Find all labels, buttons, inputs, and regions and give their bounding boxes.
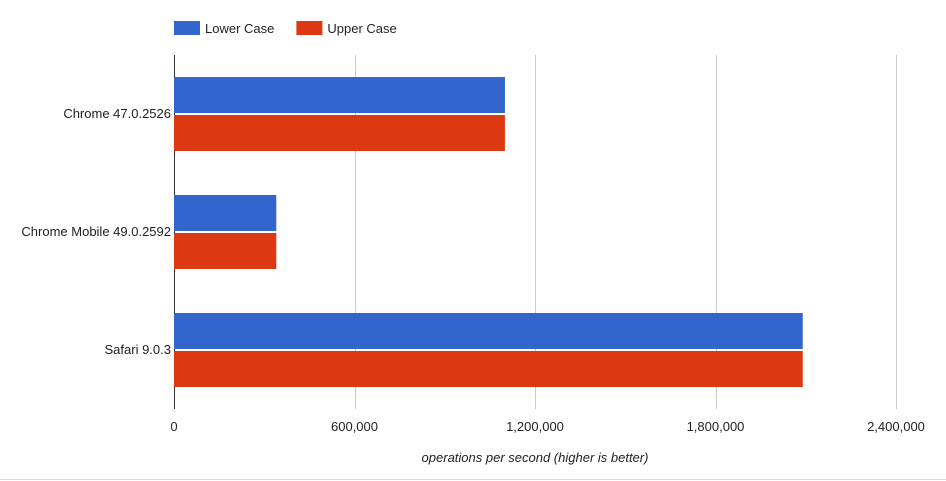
category-label-2: Safari 9.0.3 — [105, 342, 172, 357]
bottom-divider — [0, 479, 946, 480]
x-tick-label-0: 0 — [170, 419, 177, 434]
bar-1-0 — [174, 115, 505, 151]
category-label-1: Chrome Mobile 49.0.2592 — [21, 224, 171, 239]
bar-1-2 — [174, 351, 803, 387]
x-axis-title: operations per second (higher is better) — [422, 450, 649, 465]
bar-0-0 — [174, 77, 505, 113]
bar-0-1 — [174, 195, 277, 231]
x-tick-label-2: 1,200,000 — [506, 419, 564, 434]
x-tick-label-3: 1,800,000 — [687, 419, 745, 434]
bar-0-2 — [174, 313, 803, 349]
legend-label-1: Upper Case — [327, 21, 396, 36]
gridlines — [174, 55, 897, 409]
category-labels: Chrome 47.0.2526 Chrome Mobile 49.0.2592 S… — [21, 106, 171, 357]
category-label-0: Chrome 47.0.2526 — [63, 106, 171, 121]
x-tick-labels: 0 600,000 1,200,000 1,800,000 2,400,000 — [170, 419, 925, 434]
legend-swatch-1 — [296, 21, 323, 35]
x-tick-label-1: 600,000 — [331, 419, 378, 434]
x-tick-label-4: 2,400,000 — [867, 419, 925, 434]
bars — [174, 77, 803, 387]
legend: Lower Case Upper Case — [174, 21, 397, 36]
bar-1-1 — [174, 233, 277, 269]
legend-swatch-0 — [174, 21, 200, 35]
legend-label-0: Lower Case — [205, 21, 274, 36]
